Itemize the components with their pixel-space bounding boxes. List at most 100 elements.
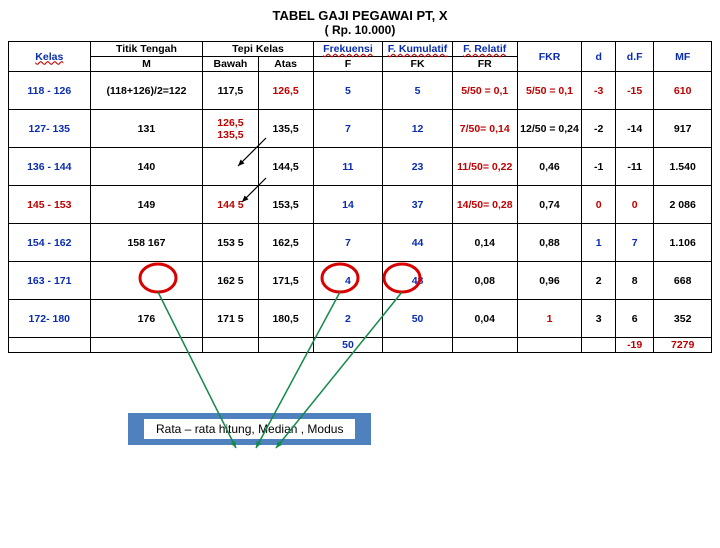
cell-m: 140 [90,148,203,186]
table-row: 154 - 162158 167153 5162,57440,140,88171… [9,224,712,262]
cell-atas: 135,5 [258,110,313,148]
cell-fkr: 0,88 [517,224,582,262]
table-subtitle: ( Rp. 10.000) [8,23,712,37]
cell-fk: 5 [383,72,453,110]
table-row: 118 - 126(118+126)/2=122117,5126,5555/50… [9,72,712,110]
cell-fr: 11/50= 0,22 [452,148,517,186]
cell-dF: 7 [615,224,653,262]
cell-kelas: 136 - 144 [9,148,91,186]
cell-bawah: 117,5 [203,72,258,110]
cell-d: -3 [582,72,616,110]
cell-f: 11 [313,148,383,186]
cell-fk: 12 [383,110,453,148]
cell-fk: 48 [383,262,453,300]
col-tepi: Tepi Kelas [203,42,313,57]
cell-fk: 23 [383,148,453,186]
cell-m: 158 167 [90,224,203,262]
col-kelas: Kelas [9,42,91,72]
col-fk-sub: FK [383,57,453,72]
cell-m [90,262,203,300]
cell-fr: 0,08 [452,262,517,300]
total-f: 50 [313,338,383,353]
cell-fk: 37 [383,186,453,224]
cell-f: 7 [313,110,383,148]
cell-dF: -15 [615,72,653,110]
cell-bawah: 171 5 [203,300,258,338]
cell-m: 149 [90,186,203,224]
col-fk: F. Kumulatif [383,42,453,57]
footer-text: Rata – rata hitung, Median , Modus [144,419,355,439]
cell-atas: 144,5 [258,148,313,186]
col-d: d [582,42,616,72]
cell-mf: 1.106 [654,224,712,262]
cell-d: 0 [582,186,616,224]
cell-atas: 153,5 [258,186,313,224]
table-row: 172- 180176171 5180,52500,04136352 [9,300,712,338]
cell-fkr: 12/50 = 0,24 [517,110,582,148]
cell-m: 131 [90,110,203,148]
cell-fr: 5/50 = 0,1 [452,72,517,110]
cell-dF: 6 [615,300,653,338]
cell-kelas: 127- 135 [9,110,91,148]
col-fr-sub: FR [452,57,517,72]
col-fkr: FKR [517,42,582,72]
cell-fk: 50 [383,300,453,338]
cell-fk: 44 [383,224,453,262]
cell-fkr: 0,96 [517,262,582,300]
cell-f: 5 [313,72,383,110]
cell-m: (118+126)/2=122 [90,72,203,110]
cell-f: 14 [313,186,383,224]
cell-kelas: 163 - 171 [9,262,91,300]
footer-caption-box: Rata – rata hitung, Median , Modus [8,353,712,445]
cell-mf: 610 [654,72,712,110]
cell-fkr: 0,46 [517,148,582,186]
col-titik-sub: M [90,57,203,72]
cell-mf: 1.540 [654,148,712,186]
table-title: TABEL GAJI PEGAWAI PT, X [8,8,712,23]
footer-box: Rata – rata hitung, Median , Modus [128,413,371,445]
cell-atas: 180,5 [258,300,313,338]
table-row: 136 - 144140 144,5112311/50= 0,220,46-1-1… [9,148,712,186]
col-f: F [313,57,383,72]
cell-kelas: 154 - 162 [9,224,91,262]
cell-f: 4 [313,262,383,300]
cell-d: 2 [582,262,616,300]
page-root: TABEL GAJI PEGAWAI PT, X ( Rp. 10.000) K… [8,8,712,445]
total-dF: -19 [615,338,653,353]
cell-dF: 8 [615,262,653,300]
cell-atas: 171,5 [258,262,313,300]
cell-dF: -11 [615,148,653,186]
cell-fkr: 1 [517,300,582,338]
cell-d: -1 [582,148,616,186]
cell-f: 2 [313,300,383,338]
table-body: 118 - 126(118+126)/2=122117,5126,5555/50… [9,72,712,353]
cell-fr: 0,04 [452,300,517,338]
cell-d: -2 [582,110,616,148]
cell-kelas: 118 - 126 [9,72,91,110]
col-bawah: Bawah [203,57,258,72]
cell-d: 3 [582,300,616,338]
cell-fkr: 5/50 = 0,1 [517,72,582,110]
cell-dF: 0 [615,186,653,224]
cell-fkr: 0,74 [517,186,582,224]
salary-table: Kelas Titik Tengah Tepi Kelas Frekuensi … [8,41,712,353]
table-row: 127- 135131126,5 135,5135,57127/50= 0,14… [9,110,712,148]
cell-bawah: 144 5 [203,186,258,224]
cell-mf: 917 [654,110,712,148]
cell-atas: 162,5 [258,224,313,262]
col-frek: Frekuensi [313,42,383,57]
col-fr: F. Relatif [452,42,517,57]
cell-f: 7 [313,224,383,262]
col-dF: d.F [615,42,653,72]
cell-bawah: 162 5 [203,262,258,300]
cell-fr: 7/50= 0,14 [452,110,517,148]
cell-kelas: 145 - 153 [9,186,91,224]
col-atas: Atas [258,57,313,72]
cell-fr: 14/50= 0,28 [452,186,517,224]
cell-m: 176 [90,300,203,338]
cell-dF: -14 [615,110,653,148]
table-row: 163 - 171162 5171,54480,080,9628668 [9,262,712,300]
totals-row: 50 -197279 [9,338,712,353]
cell-d: 1 [582,224,616,262]
total-mf: 7279 [654,338,712,353]
